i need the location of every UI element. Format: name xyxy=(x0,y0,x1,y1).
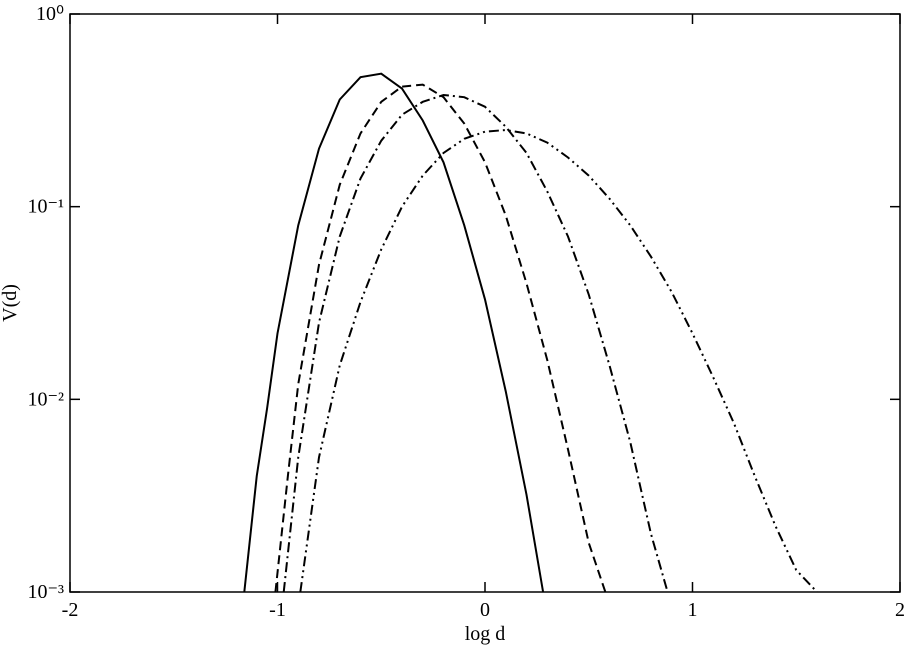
y-tick-label: 10⁻¹ xyxy=(27,196,64,218)
y-axis-label: V(d) xyxy=(0,284,21,322)
y-tick-label: 10⁻² xyxy=(27,388,64,410)
x-tick-label: 0 xyxy=(480,599,490,621)
series-line xyxy=(282,93,669,593)
x-tick-label: 1 xyxy=(688,599,698,621)
y-tick-label: 10⁻³ xyxy=(27,581,64,603)
x-axis-label: log d xyxy=(465,623,506,645)
series-line xyxy=(243,72,545,593)
x-tick-label: -2 xyxy=(62,599,79,621)
x-tick-label: -1 xyxy=(269,599,286,621)
y-tick-label: 10⁰ xyxy=(36,3,64,25)
x-tick-label: 2 xyxy=(895,599,905,621)
series-line xyxy=(274,83,607,593)
series-line xyxy=(299,128,818,593)
